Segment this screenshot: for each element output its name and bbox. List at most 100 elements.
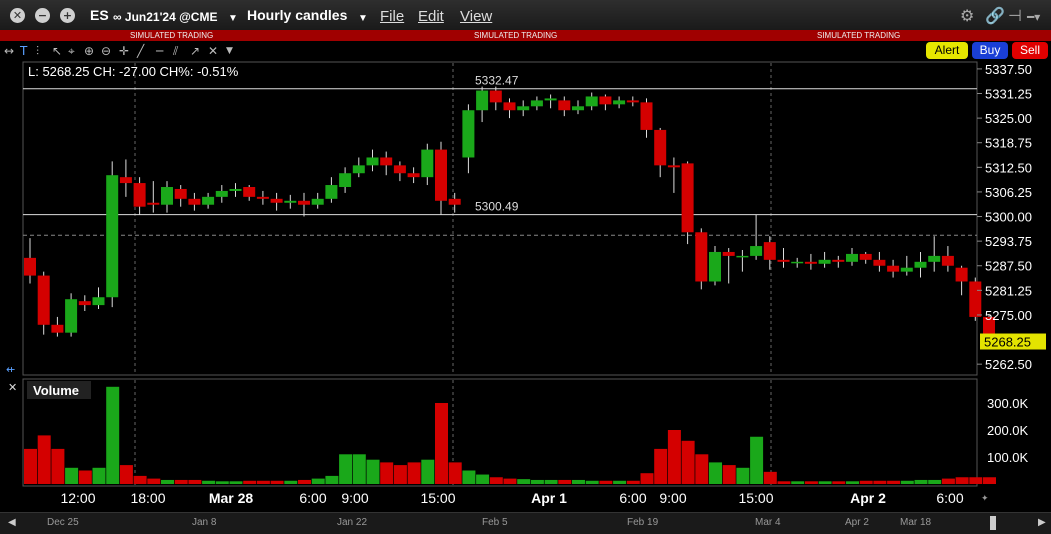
menu-edit[interactable]: Edit — [418, 8, 444, 25]
candle-body — [339, 173, 352, 188]
pointer-icon[interactable]: ↖ — [52, 44, 63, 58]
last-price-label: 5268.25 — [984, 335, 1031, 350]
volume-bar — [900, 480, 914, 484]
candle-body — [393, 165, 406, 174]
maximize-window-button[interactable]: + — [60, 8, 75, 23]
price-tick-label: 5337.50 — [985, 62, 1032, 77]
navigator-bar[interactable]: ◀ Dec 25 Jan 8 Jan 22 Feb 5 Feb 19 Mar 4… — [0, 512, 1051, 534]
time-tick-label: Apr 1 — [531, 490, 567, 506]
volume-bar — [37, 435, 51, 484]
volume-bar — [352, 454, 366, 484]
volume-bar — [544, 479, 558, 484]
candle-body — [517, 106, 530, 111]
menu-view[interactable]: View — [460, 8, 493, 25]
contract-dropdown-icon[interactable]: ▼ — [228, 13, 238, 24]
crosshair-cursor-icon[interactable]: ⌖ — [68, 44, 75, 58]
candle-body — [448, 198, 461, 205]
navigator-label: Mar 18 — [900, 517, 932, 528]
time-tick-label: Apr 2 — [850, 490, 886, 506]
candle-body — [654, 129, 667, 166]
price-tick-label: 5318.75 — [985, 136, 1032, 151]
candle-body — [750, 246, 763, 256]
expand-icon[interactable]: ↔ — [4, 44, 15, 58]
candle-body — [284, 200, 297, 203]
price-tick-label: 5306.25 — [985, 185, 1032, 200]
volume-bar — [832, 481, 846, 484]
navigator-handle[interactable] — [990, 516, 996, 530]
candle-body — [311, 198, 324, 205]
alert-button[interactable]: Alert — [926, 42, 968, 59]
volume-bar — [530, 479, 544, 484]
zoom-out-icon[interactable]: ⊖ — [101, 44, 112, 58]
price-tick-label: 5312.50 — [985, 160, 1032, 175]
pin-icon[interactable]: ⊣ — [1008, 6, 1022, 25]
volume-bar — [695, 454, 709, 484]
volume-bar — [476, 474, 490, 484]
price-panel-frame — [22, 61, 978, 376]
volume-axis: 300.0K 200.0K 100.0K — [987, 396, 1029, 465]
scroll-left-icon[interactable]: ◀ — [8, 517, 16, 528]
volume-panel-frame — [22, 378, 978, 487]
volume-tick-label: 100.0K — [987, 450, 1029, 465]
volume-bar — [147, 478, 161, 484]
arrow-icon[interactable]: ↗ — [190, 44, 201, 58]
crosshair-icon[interactable]: ✛ — [119, 44, 130, 58]
candle-body — [544, 98, 557, 101]
volume-bar — [818, 481, 832, 484]
zoom-in-icon[interactable]: ⊕ — [84, 44, 95, 58]
candle-body — [147, 202, 160, 205]
candle-body — [51, 324, 64, 333]
timeframe-dropdown-icon[interactable]: ▼ — [358, 13, 368, 24]
volume-bar — [174, 479, 188, 484]
trendline-icon[interactable]: ╱ — [137, 44, 145, 58]
axis-settings-icon[interactable]: ✦ — [981, 494, 989, 504]
close-window-button[interactable]: ✕ — [10, 8, 25, 23]
bar-style-icon[interactable]: ⫶ — [36, 44, 40, 58]
link-icon[interactable]: 🔗 — [985, 6, 1005, 25]
candle-body — [955, 267, 968, 282]
buy-button[interactable]: Buy — [972, 42, 1008, 59]
volume-bar — [51, 448, 65, 484]
volume-bar — [380, 462, 394, 484]
vertical-gridlines — [134, 63, 772, 485]
candle-body — [174, 188, 187, 199]
volume-tick-label: 300.0K — [987, 396, 1029, 411]
volume-bar — [887, 480, 901, 484]
candle-body — [722, 251, 735, 256]
channel-icon[interactable]: ⫽ — [173, 44, 179, 58]
volume-bar — [791, 481, 805, 484]
menu-file[interactable]: File — [380, 8, 405, 25]
volume-bar — [325, 475, 339, 484]
volume-bar — [517, 479, 531, 484]
hline-icon[interactable]: ─ — [156, 44, 164, 58]
time-tick-label: 15:00 — [420, 490, 455, 506]
gear-icon[interactable]: ⚙ — [960, 6, 975, 25]
candle-body — [352, 165, 365, 174]
cross-tool-icon[interactable]: ✕ — [208, 44, 219, 58]
close-volume-panel-icon[interactable]: ✕ — [8, 381, 17, 394]
volume-bar — [256, 480, 270, 484]
text-tool-icon[interactable]: T — [20, 44, 28, 58]
contract-description[interactable]: ∞ Jun21'24 @CME — [113, 10, 218, 24]
volume-bar — [489, 477, 503, 484]
volume-bar — [750, 436, 764, 484]
candle-body — [763, 242, 776, 260]
volume-bar — [613, 480, 627, 484]
candle-body — [832, 259, 845, 262]
window-options-icon[interactable]: ━▾ — [1027, 10, 1041, 24]
minimize-window-button[interactable]: − — [35, 8, 50, 23]
time-tick-label: 6:00 — [619, 490, 646, 506]
timeframe-selector[interactable]: Hourly candles — [247, 7, 348, 23]
scroll-right-icon[interactable]: ▶ — [1038, 517, 1046, 528]
sell-button[interactable]: Sell — [1012, 42, 1048, 59]
candle-body — [530, 100, 543, 107]
toolbar-dropdown-icon[interactable]: ▼ — [226, 46, 233, 56]
candle-body — [407, 173, 420, 178]
volume-panel-title: Volume — [33, 383, 79, 398]
candle-body — [914, 261, 927, 268]
candle-body — [215, 190, 228, 197]
candle-body — [804, 261, 817, 264]
chart-area[interactable]: 5332.47 5300.49 L: 5268.25 CH: -27.00 CH… — [0, 61, 1051, 512]
panel-divider-handle-icon[interactable]: ⇷ — [6, 363, 15, 376]
volume-bar — [119, 465, 133, 484]
